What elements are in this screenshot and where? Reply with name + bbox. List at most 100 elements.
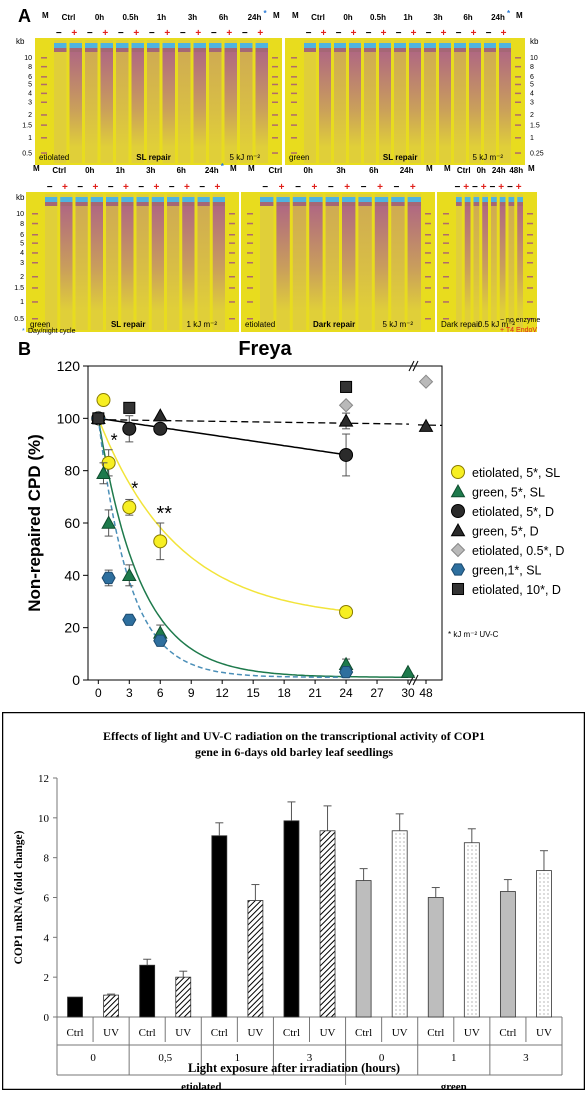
dna-smear	[473, 206, 480, 311]
series-5	[91, 412, 354, 679]
size-tick: 0.5	[14, 316, 24, 323]
axis-break	[408, 360, 415, 372]
hmw-band	[334, 48, 346, 52]
well-band	[456, 197, 462, 202]
well-band	[147, 43, 160, 48]
minus-sign: −	[456, 28, 462, 39]
marker-band	[272, 101, 278, 103]
size-tick: 6	[28, 74, 32, 81]
hmw-band	[54, 48, 67, 52]
hmw-band	[364, 48, 376, 52]
marker-band	[229, 301, 235, 303]
marker-band	[272, 65, 278, 68]
size-tick: 1	[20, 299, 24, 306]
dna-smear	[469, 52, 481, 148]
hmw-band	[304, 48, 316, 52]
well-band	[75, 197, 88, 202]
plus-sign: +	[226, 28, 232, 39]
category-label: Ctrl	[66, 1027, 83, 1039]
dna-smear	[136, 206, 149, 311]
category-label: Ctrl	[139, 1027, 156, 1039]
x-tick-label: 30	[401, 686, 415, 700]
size-tick: 3	[28, 100, 32, 107]
marker-band	[229, 222, 235, 225]
hmw-band	[167, 202, 180, 206]
lane-header: 48h	[509, 166, 523, 175]
category-label: UV	[392, 1027, 408, 1039]
dna-smear	[292, 206, 307, 311]
size-tick: 2	[530, 112, 534, 119]
hmw-band	[240, 48, 253, 52]
x-tick-label: 48	[419, 686, 433, 700]
category-label: UV	[464, 1027, 480, 1039]
gel-footer-left: etiolated	[39, 153, 69, 162]
plus-sign: +	[463, 182, 469, 193]
plus-sign: +	[321, 28, 327, 39]
size-tick: 6	[530, 74, 534, 81]
well-band	[482, 197, 488, 202]
well-band	[484, 43, 496, 48]
fit-etiolated-5-d	[98, 417, 347, 456]
well-band	[106, 197, 119, 202]
hmw-band	[162, 48, 175, 52]
gel-footer-left: green	[30, 320, 50, 329]
plus-sign: +	[92, 182, 98, 193]
well-band	[121, 197, 134, 202]
hmw-band	[473, 202, 480, 206]
marker-band	[247, 301, 253, 303]
chart-title: Freya	[238, 338, 292, 360]
hmw-band	[391, 202, 405, 206]
dna-smear	[374, 206, 389, 311]
data-point	[122, 421, 137, 436]
plus-sign: +	[498, 182, 504, 193]
gel-footer-right: 5 kJ m⁻²	[473, 153, 504, 162]
category-label: Ctrl	[427, 1027, 444, 1039]
kb-label: kb	[16, 193, 25, 202]
marker-band	[515, 65, 521, 68]
dna-smear	[424, 52, 436, 148]
marker-band	[425, 287, 431, 289]
x-tick-label: 15	[246, 686, 260, 700]
bar	[391, 830, 408, 1018]
hmw-band	[439, 48, 451, 52]
hmw-band	[182, 202, 195, 206]
hmw-band	[255, 48, 268, 52]
minus-sign: −	[87, 28, 93, 39]
marker-band	[443, 252, 449, 254]
marker-band	[291, 114, 297, 116]
well-band	[391, 197, 405, 202]
hmw-band	[60, 202, 73, 206]
plot-frame	[87, 365, 443, 681]
size-tick: 8	[20, 221, 24, 228]
dna-smear	[491, 206, 497, 311]
y-tick-label: 20	[64, 620, 80, 636]
marker-label: M	[426, 164, 433, 173]
cop1-bar-chart: Effects of light and UV-C radiation on t…	[1, 711, 586, 1093]
gel-footer-left: green	[289, 153, 309, 162]
lane-header: 0h	[95, 13, 104, 22]
marker-band	[515, 83, 521, 86]
marker-label: M	[292, 11, 299, 20]
hmw-band	[69, 48, 82, 52]
daynight-mark: *	[264, 9, 268, 18]
lane-header: 3h	[188, 13, 197, 22]
gel-footer-mid: SL repair	[111, 320, 146, 329]
daynight-mark: *	[221, 162, 225, 171]
legend-label: etiolated, 10*, D	[472, 583, 561, 597]
dna-smear	[508, 206, 515, 311]
marker-band	[291, 57, 297, 59]
marker-band	[443, 213, 449, 215]
marker-band	[291, 92, 297, 95]
plus-sign: +	[133, 28, 139, 39]
data-point	[101, 515, 116, 529]
condition-label-etiolated: etiolated	[181, 1081, 221, 1090]
dna-smear	[349, 52, 361, 148]
legend-marker	[450, 542, 466, 558]
series-4	[91, 374, 434, 426]
panel-b-label: B	[18, 339, 31, 359]
legend-label: etiolated, 5*, D	[472, 505, 554, 519]
well-band	[499, 197, 506, 202]
marker-band	[41, 124, 47, 126]
well-band	[517, 197, 523, 202]
marker-band	[32, 262, 38, 264]
